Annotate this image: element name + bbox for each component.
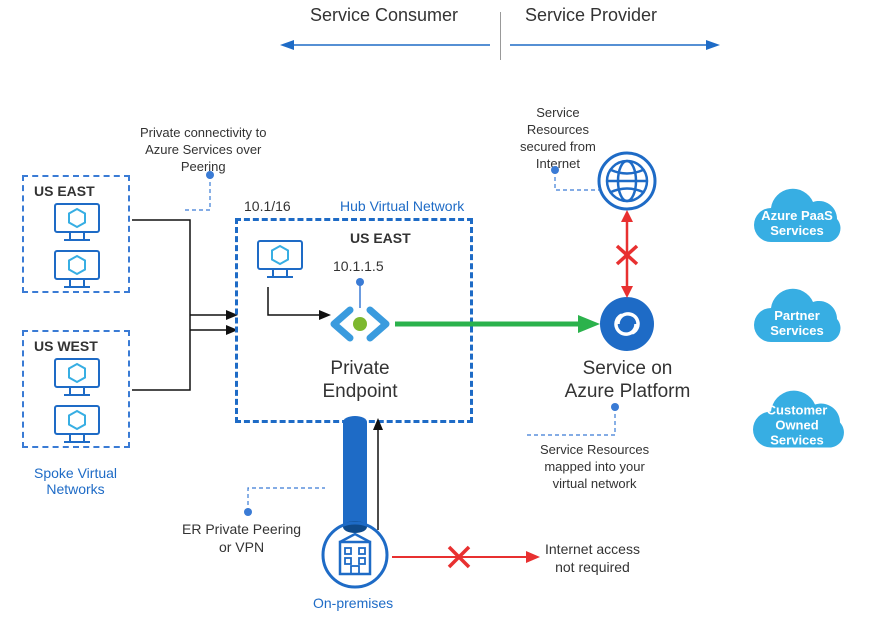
blocked-internet-arrow — [617, 210, 637, 298]
hub-region: US EAST — [350, 230, 411, 246]
onprem-arrow — [368, 415, 388, 535]
hub-ip: 10.1.1.5 — [333, 258, 384, 274]
hub-vm-connector — [258, 285, 338, 335]
spoke-west-label: US WEST — [34, 338, 128, 354]
vm-icon — [52, 248, 102, 290]
svg-text:Services: Services — [770, 323, 824, 338]
architecture-diagram: Service Consumer Service Provider US EAS… — [0, 0, 887, 633]
header-divider — [500, 12, 501, 60]
green-arrow — [395, 312, 600, 336]
svg-text:Azure PaaS: Azure PaaS — [761, 208, 833, 223]
onprem-internet-arrow — [392, 547, 542, 567]
svg-text:Owned: Owned — [775, 418, 818, 433]
vm-icon — [52, 201, 102, 243]
spoke-east-label: US EAST — [34, 183, 128, 199]
svg-text:Services: Services — [770, 223, 824, 238]
secured-label: Service Resources secured from Internet — [520, 105, 596, 173]
annotation-lead-1 — [180, 170, 220, 220]
provider-arrow — [510, 35, 720, 55]
private-endpoint-label: Private Endpoint — [300, 358, 420, 404]
service-platform-label: Service on Azure Platform — [555, 358, 700, 404]
provider-label: Service Provider — [525, 5, 657, 26]
private-connectivity-label: Private connectivity to Azure Services o… — [140, 125, 266, 176]
svg-text:Partner: Partner — [774, 308, 820, 323]
annotation-lead-2 — [525, 165, 605, 205]
globe-icon — [596, 150, 658, 212]
vm-icon — [52, 403, 102, 445]
spoke-connectors — [130, 200, 240, 400]
spoke-caption: Spoke Virtual Networks — [34, 465, 117, 497]
onprem-icon — [320, 520, 390, 590]
spoke-east-box: US EAST — [22, 175, 130, 293]
hub-title: Hub Virtual Network — [340, 198, 464, 214]
consumer-arrow — [280, 35, 490, 55]
service-platform-icon — [598, 295, 656, 353]
svg-text:Customer: Customer — [767, 403, 828, 418]
mapped-label: Service Resources mapped into your virtu… — [540, 442, 649, 493]
svg-text:Services: Services — [770, 433, 824, 448]
internet-not-required-label: Internet access not required — [545, 540, 640, 576]
cloud-customer: Customer Owned Services — [745, 388, 850, 463]
hub-vm-icon — [255, 238, 305, 280]
hub-cidr: 10.1/16 — [244, 198, 291, 214]
cloud-paas: Azure PaaS Services — [745, 190, 850, 255]
er-vpn-label: ER Private Peering or VPN — [182, 520, 301, 556]
cloud-partner: Partner Services — [745, 290, 850, 355]
vm-icon — [52, 356, 102, 398]
private-endpoint-icon — [328, 300, 392, 348]
spoke-west-box: US WEST — [22, 330, 130, 448]
annotation-lead-4 — [240, 480, 330, 520]
onprem-label: On-premises — [313, 595, 393, 611]
consumer-label: Service Consumer — [310, 5, 458, 26]
